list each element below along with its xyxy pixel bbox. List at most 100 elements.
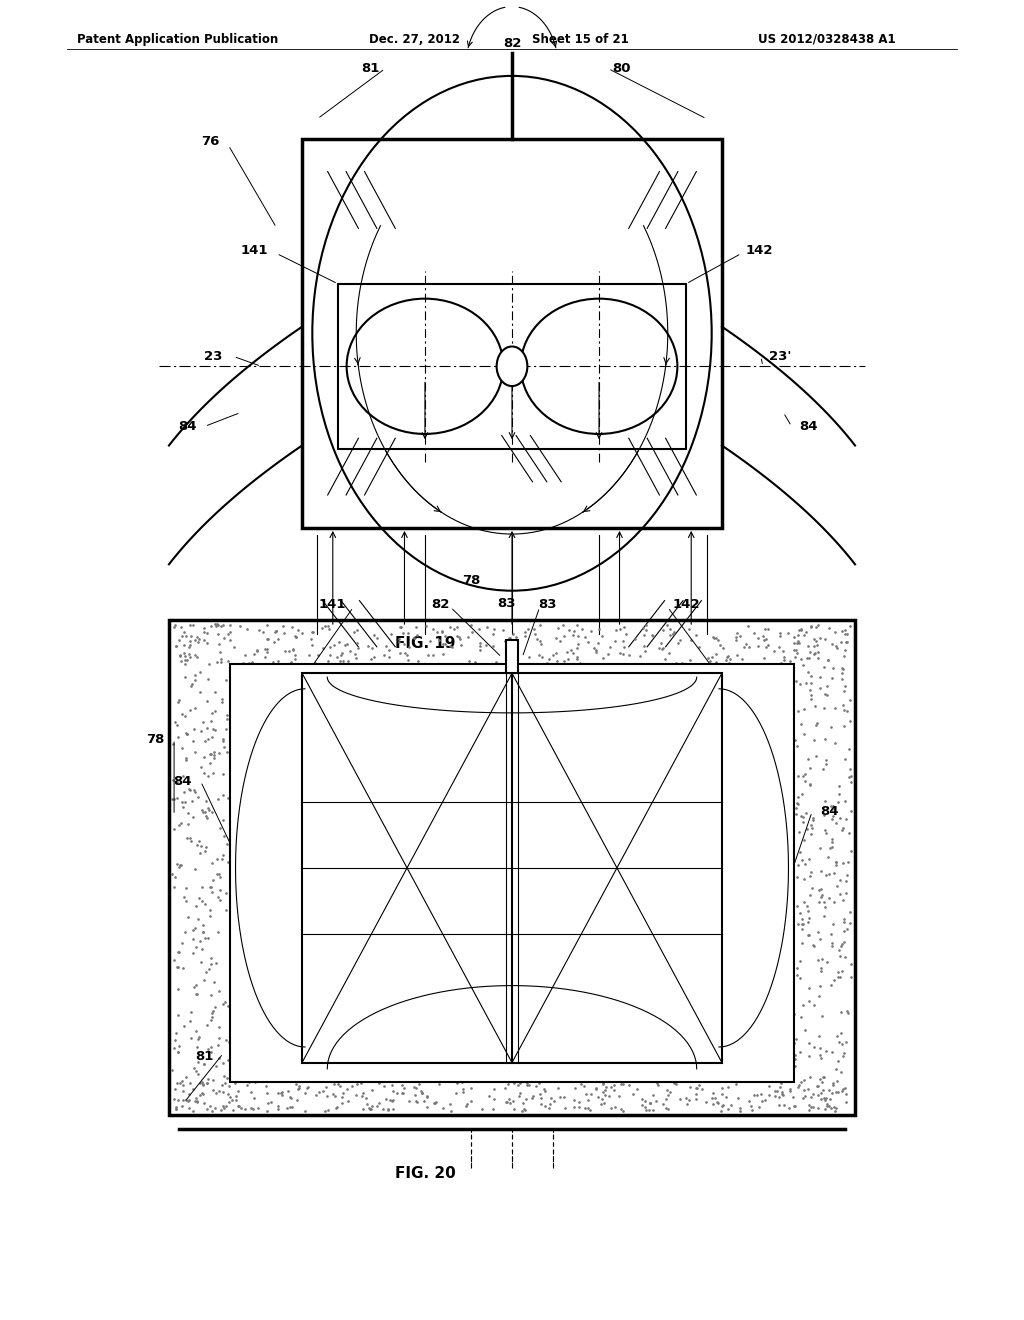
Point bbox=[186, 698, 203, 719]
Point bbox=[739, 615, 756, 636]
Point bbox=[269, 651, 286, 672]
Point bbox=[541, 1098, 557, 1119]
Point bbox=[453, 628, 469, 649]
Point bbox=[829, 791, 846, 812]
Text: 76: 76 bbox=[201, 135, 219, 148]
Point bbox=[824, 796, 841, 817]
Point bbox=[369, 1096, 385, 1117]
Point bbox=[572, 652, 589, 673]
Point bbox=[823, 832, 840, 853]
Point bbox=[221, 1076, 238, 1097]
Point bbox=[216, 1097, 232, 1118]
Point bbox=[220, 1032, 237, 1053]
Point bbox=[548, 643, 564, 664]
Point bbox=[171, 854, 187, 875]
Point bbox=[174, 626, 190, 647]
Point bbox=[166, 949, 182, 970]
Point bbox=[794, 919, 810, 940]
Point bbox=[750, 627, 766, 648]
Point bbox=[199, 1015, 215, 1036]
Point bbox=[411, 651, 427, 672]
Point bbox=[485, 1098, 502, 1119]
Point bbox=[801, 1094, 817, 1115]
Text: 23: 23 bbox=[204, 350, 222, 363]
Point bbox=[213, 652, 229, 673]
Point bbox=[366, 624, 382, 645]
Point bbox=[621, 1074, 637, 1096]
Text: 81: 81 bbox=[196, 1049, 214, 1063]
Point bbox=[270, 628, 287, 649]
Point bbox=[184, 920, 201, 941]
Point bbox=[767, 1080, 783, 1101]
Text: Sheet 15 of 21: Sheet 15 of 21 bbox=[532, 33, 629, 46]
Point bbox=[306, 652, 323, 673]
Point bbox=[187, 1020, 204, 1041]
Point bbox=[672, 1088, 688, 1109]
Point bbox=[231, 615, 248, 636]
Point bbox=[202, 1096, 218, 1117]
Point bbox=[181, 1090, 198, 1111]
Point bbox=[594, 1081, 610, 1102]
Point bbox=[182, 631, 199, 652]
Point bbox=[588, 1078, 604, 1100]
Point bbox=[234, 652, 251, 673]
Point bbox=[409, 1092, 425, 1113]
Point bbox=[230, 1081, 247, 1102]
Point bbox=[198, 805, 214, 826]
Point bbox=[170, 857, 186, 878]
Point bbox=[327, 1085, 343, 1106]
Point bbox=[179, 723, 196, 744]
Point bbox=[772, 1077, 788, 1098]
Point bbox=[314, 618, 331, 639]
Point bbox=[706, 627, 722, 648]
Point bbox=[612, 643, 629, 664]
Point bbox=[222, 801, 239, 822]
Point bbox=[185, 1078, 202, 1100]
Point bbox=[715, 1094, 731, 1115]
Point bbox=[728, 623, 744, 644]
Bar bbox=[302, 139, 722, 528]
Point bbox=[795, 913, 811, 935]
Point bbox=[834, 1081, 850, 1102]
Point bbox=[694, 1078, 711, 1100]
Point bbox=[745, 623, 762, 644]
Point bbox=[621, 644, 637, 665]
Point bbox=[164, 863, 180, 884]
Point bbox=[681, 619, 697, 640]
Point bbox=[566, 1077, 583, 1098]
Point bbox=[649, 1074, 666, 1096]
Point bbox=[806, 635, 822, 656]
Point bbox=[167, 1078, 183, 1100]
Point bbox=[299, 1077, 315, 1098]
Point bbox=[802, 1067, 818, 1088]
Point bbox=[817, 628, 834, 649]
Point bbox=[202, 906, 218, 927]
Point bbox=[615, 631, 632, 652]
Point bbox=[168, 1098, 184, 1119]
Point bbox=[447, 1082, 464, 1104]
Point bbox=[834, 1023, 850, 1044]
Point bbox=[818, 1088, 835, 1109]
Point bbox=[809, 635, 825, 656]
Point bbox=[435, 634, 452, 655]
Point bbox=[365, 638, 381, 659]
Point bbox=[197, 801, 213, 822]
Point bbox=[355, 1082, 372, 1104]
Point bbox=[823, 799, 840, 820]
Point bbox=[282, 1086, 298, 1107]
Point bbox=[300, 1076, 316, 1097]
Point bbox=[203, 899, 219, 920]
Point bbox=[812, 1038, 828, 1059]
Point bbox=[206, 742, 222, 763]
Point bbox=[536, 1078, 552, 1100]
Point bbox=[843, 841, 859, 862]
Point bbox=[638, 619, 654, 640]
Point bbox=[196, 921, 212, 942]
Point bbox=[322, 644, 338, 665]
Point bbox=[668, 652, 684, 673]
Point bbox=[657, 1097, 674, 1118]
Point bbox=[176, 643, 193, 664]
Point bbox=[472, 635, 488, 656]
Point bbox=[393, 1074, 410, 1096]
Point bbox=[406, 628, 422, 649]
